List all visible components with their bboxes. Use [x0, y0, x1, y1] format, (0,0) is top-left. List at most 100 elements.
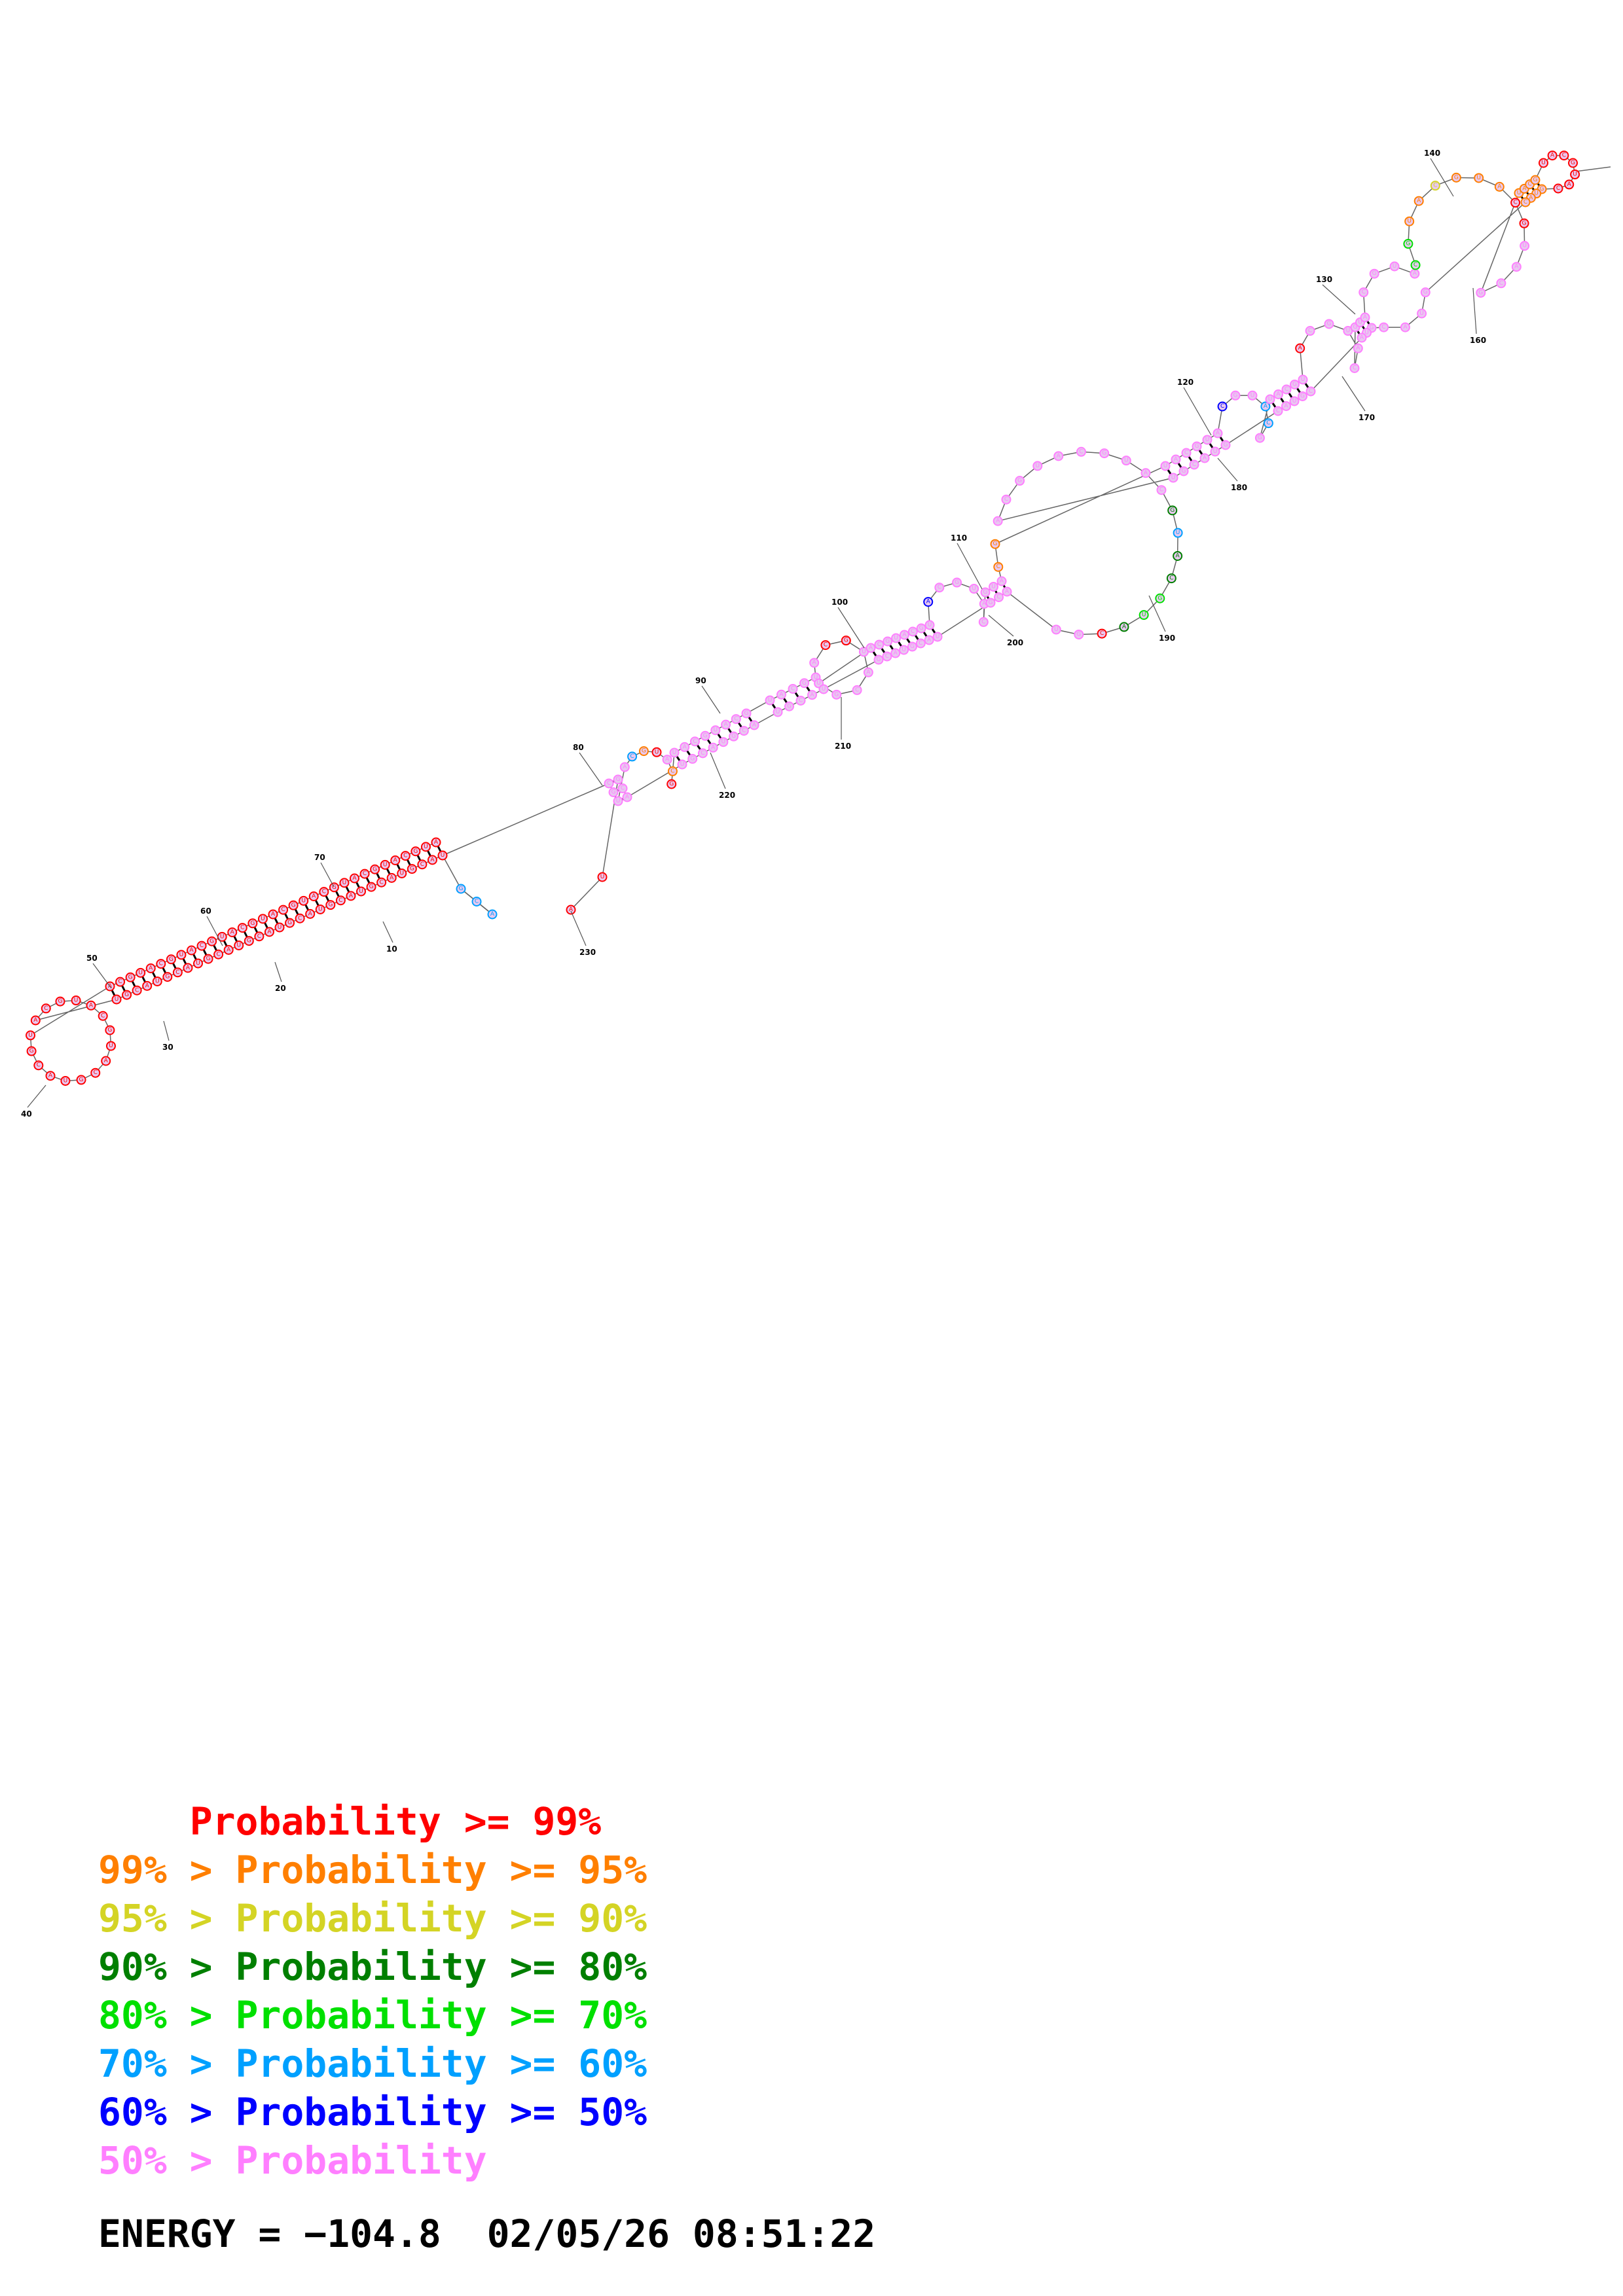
- nucleotide: U: [677, 759, 687, 770]
- nucleotide: U: [420, 842, 431, 852]
- svg-text:A: A: [1417, 198, 1421, 204]
- nucleotide: G: [162, 972, 173, 982]
- nucleotide: U: [1289, 396, 1300, 406]
- position-label: 230: [570, 910, 596, 957]
- legend-row-text: Probability >= 60%: [235, 2041, 647, 2086]
- legend-row-prefix: 50% >: [98, 2138, 236, 2183]
- nucleotide: C: [1379, 322, 1389, 332]
- svg-text:A: A: [625, 794, 630, 800]
- nucleotide: U: [1121, 456, 1131, 466]
- nucleotide: A: [187, 945, 196, 956]
- nucleotide: A: [1119, 622, 1129, 632]
- nucleotide: A: [1547, 151, 1558, 161]
- svg-text:G: G: [1258, 435, 1262, 441]
- svg-text:A: A: [349, 893, 354, 899]
- nucleotide: A: [183, 963, 193, 973]
- nucleotide: C: [1097, 628, 1107, 639]
- svg-text:G: G: [611, 789, 616, 796]
- legend-row: 80% > Probability >= 70%: [98, 1992, 647, 2038]
- nucleotide: G: [247, 918, 258, 929]
- nucleotide: U: [669, 747, 680, 758]
- nucleotide: U: [818, 684, 829, 694]
- nucleotide: C: [33, 1060, 44, 1071]
- nucleotide: U: [710, 725, 721, 736]
- nucleotide: G: [1192, 441, 1202, 452]
- nucleotide: A: [680, 742, 690, 752]
- backbone-lines: [29, 154, 1611, 1082]
- svg-text:G: G: [1370, 325, 1374, 331]
- svg-text:10: 10: [386, 944, 397, 954]
- svg-text:C: C: [1004, 496, 1008, 503]
- svg-text:A: A: [1522, 185, 1527, 192]
- svg-text:A: A: [894, 650, 898, 656]
- svg-text:U: U: [1393, 263, 1397, 270]
- nucleotide: U: [1474, 173, 1484, 183]
- svg-text:G: G: [642, 748, 646, 755]
- svg-text:C: C: [94, 1069, 98, 1076]
- nucleotide: C: [471, 897, 482, 906]
- svg-text:C: C: [981, 619, 985, 625]
- legend-row-text: Probability >= 70%: [235, 1993, 647, 2037]
- nucleotide: U: [969, 584, 979, 594]
- position-label: 140: [1424, 149, 1454, 197]
- svg-text:A: A: [1363, 314, 1368, 321]
- svg-text:U: U: [28, 1032, 33, 1039]
- legend-row: 70% > Probability >= 60%: [98, 2041, 647, 2087]
- svg-text:C: C: [281, 906, 285, 913]
- svg-text:U: U: [278, 924, 282, 931]
- svg-text:C: C: [403, 853, 407, 859]
- svg-text:100: 100: [831, 598, 848, 607]
- nucleotide: U: [1570, 170, 1580, 180]
- svg-text:U: U: [991, 584, 996, 590]
- svg-text:U: U: [109, 1043, 113, 1049]
- svg-text:C: C: [670, 768, 674, 774]
- svg-text:A: A: [683, 744, 687, 750]
- nucleotide: C: [1263, 418, 1273, 429]
- nucleotide: A: [427, 855, 437, 865]
- svg-text:120: 120: [1177, 378, 1194, 387]
- nucleotide: G: [456, 884, 466, 894]
- nucleotide: G: [1015, 476, 1025, 486]
- svg-text:U: U: [342, 880, 347, 886]
- nucleotide: A: [223, 944, 234, 955]
- svg-text:A: A: [490, 911, 495, 918]
- svg-text:C: C: [1523, 199, 1527, 206]
- svg-text:A: A: [1122, 624, 1127, 630]
- svg-text:A: A: [752, 722, 757, 728]
- svg-text:U: U: [1124, 457, 1129, 464]
- nucleotide: U: [26, 1030, 36, 1041]
- nucleotide: U: [924, 620, 935, 630]
- svg-text:G: G: [1102, 450, 1106, 457]
- nucleotide: C: [667, 766, 678, 776]
- svg-text:C: C: [379, 879, 383, 886]
- svg-text:U: U: [1171, 475, 1176, 481]
- nucleotide: C: [335, 895, 346, 906]
- nucleotide: G: [741, 708, 752, 719]
- svg-text:110: 110: [951, 533, 967, 543]
- svg-text:A: A: [1403, 324, 1408, 331]
- position-label: 50: [86, 954, 112, 989]
- nucleotide: U: [718, 737, 729, 747]
- svg-text:U: U: [1358, 319, 1362, 326]
- nucleotide: G: [952, 577, 962, 588]
- legend-row: 60% > Probability >= 50%: [98, 2089, 647, 2135]
- svg-text:A: A: [623, 764, 627, 770]
- nucleotide: A: [721, 719, 731, 730]
- svg-text:C: C: [475, 899, 479, 905]
- nucleotide: C: [1553, 183, 1563, 194]
- nucleotide: G: [841, 636, 851, 646]
- nucleotide: G: [916, 623, 926, 634]
- nucleotide: U: [315, 905, 325, 914]
- nucleotide: G: [1254, 433, 1265, 443]
- nucleotide: A: [1295, 343, 1305, 353]
- base-pair-lines: [109, 179, 1543, 1000]
- nucleotide: U: [1051, 624, 1061, 635]
- nucleotide: G: [1519, 218, 1529, 228]
- svg-text:G: G: [410, 866, 414, 872]
- nucleotide: G: [1568, 158, 1578, 168]
- svg-text:C: C: [630, 753, 634, 760]
- nucleotide: U: [1343, 326, 1353, 336]
- nucleotide: U: [1404, 216, 1415, 226]
- position-label: 60: [200, 906, 223, 946]
